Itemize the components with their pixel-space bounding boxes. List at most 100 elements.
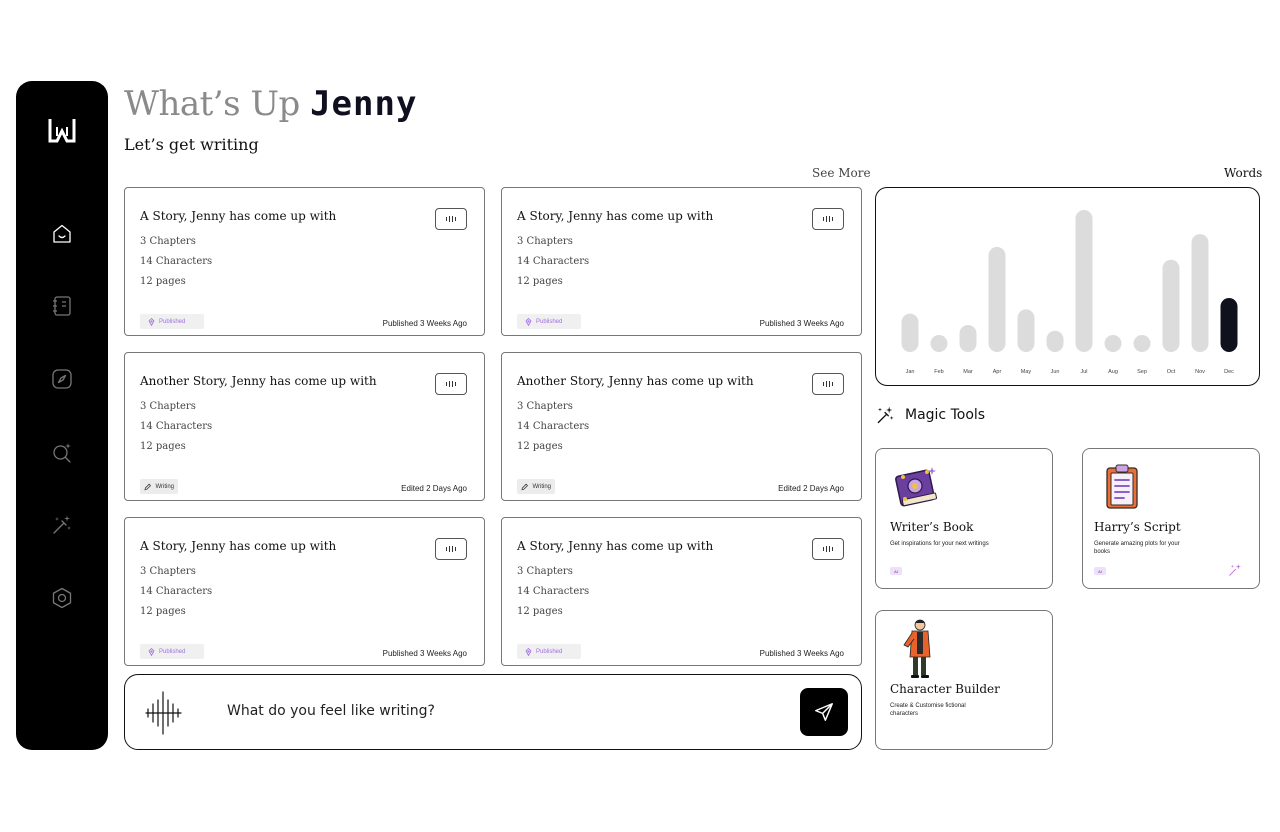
story-card[interactable]: A Story, Jenny has come up with 3 Chapter… <box>501 517 862 666</box>
story-chapters: 3 Chapters <box>140 566 196 577</box>
story-characters: 14 Characters <box>140 421 213 432</box>
chart-bar-jun[interactable] <box>1046 330 1064 352</box>
pen-nib-icon <box>148 647 155 656</box>
story-pages: 12 pages <box>517 441 563 452</box>
words-chart-label: Words <box>1224 166 1263 180</box>
status-badge: Published <box>140 314 204 329</box>
writing-prompt-bar <box>124 674 862 750</box>
tool-card-harrys-script[interactable]: Harry’s Script Generate amazing plots fo… <box>1082 448 1260 589</box>
story-title: A Story, Jenny has come up with <box>140 539 337 553</box>
tool-description: Create & Customise fictional characters <box>890 703 966 717</box>
home-icon <box>53 224 71 243</box>
status-badge-label: Published <box>159 318 186 325</box>
app-logo-icon[interactable] <box>48 117 76 143</box>
chart-bar-aug[interactable] <box>1104 335 1122 352</box>
status-badge: Writing <box>140 479 178 494</box>
story-pages: 12 pages <box>517 606 563 617</box>
chart-bar-dec[interactable] <box>1220 298 1238 352</box>
story-chapters: 3 Chapters <box>517 401 573 412</box>
more-options-button[interactable] <box>435 208 467 230</box>
sidebar <box>16 81 108 750</box>
story-card[interactable]: A Story, Jenny has come up with 3 Chapter… <box>124 517 485 666</box>
chart-bar-mar[interactable] <box>959 325 977 352</box>
character-figure-icon <box>903 619 931 678</box>
magic-wand-icon <box>53 515 71 534</box>
chart-tick-label: Oct <box>1167 369 1176 375</box>
pencil-icon <box>521 483 529 490</box>
more-options-button[interactable] <box>435 373 467 395</box>
ai-tag: AI <box>890 567 902 575</box>
chart-tick-label: Feb <box>934 369 943 375</box>
story-title: A Story, Jenny has come up with <box>517 539 714 553</box>
story-characters: 14 Characters <box>517 256 590 267</box>
tool-card-writers-book[interactable]: Writer’s Book Get inspirations for your … <box>875 448 1053 589</box>
send-button[interactable] <box>800 688 848 736</box>
chart-tick-label: Apr <box>993 369 1002 375</box>
chart-bar-apr[interactable] <box>988 246 1006 352</box>
pen-nib-icon <box>148 317 155 326</box>
more-options-button[interactable] <box>435 538 467 560</box>
story-status-text: Published 3 Weeks Ago <box>759 649 844 658</box>
story-title: Another Story, Jenny has come up with <box>517 374 754 388</box>
chart-bar-sep[interactable] <box>1133 335 1151 352</box>
story-pages: 12 pages <box>140 606 186 617</box>
magic-tools-title: Magic Tools <box>905 407 986 423</box>
ai-tag: AI <box>1094 567 1106 575</box>
more-options-button[interactable] <box>812 373 844 395</box>
words-chart-svg: Jan Feb Mar Apr May Jun Jul Aug Sep Oct Nov Dec <box>901 210 1238 375</box>
more-options-button[interactable] <box>812 538 844 560</box>
page-subtitle: Let’s get writing <box>124 135 259 154</box>
clipboard-script-icon <box>1106 464 1138 509</box>
pen-nib-icon <box>525 317 532 326</box>
story-card[interactable]: A Story, Jenny has come up with 3 Chapter… <box>501 187 862 336</box>
more-options-button[interactable] <box>812 208 844 230</box>
chart-bar-feb[interactable] <box>930 335 948 352</box>
nav-explore-button[interactable] <box>50 367 74 391</box>
see-more-link[interactable]: See More <box>812 166 871 180</box>
notebook-icon <box>53 296 71 316</box>
story-characters: 14 Characters <box>140 586 213 597</box>
prompt-input[interactable] <box>227 703 787 719</box>
story-status-text: Published 3 Weeks Ago <box>382 649 467 658</box>
chart-tick-label: Dec <box>1224 369 1234 375</box>
nav-notebook-button[interactable] <box>50 294 74 318</box>
story-title: A Story, Jenny has come up with <box>517 209 714 223</box>
chart-bar-jan[interactable] <box>901 313 919 352</box>
nav-settings-button[interactable] <box>50 586 74 610</box>
chart-tick-label: Sep <box>1137 369 1147 375</box>
words-chart: Jan Feb Mar Apr May Jun Jul Aug Sep Oct Nov Dec <box>875 187 1260 386</box>
tool-card-character-builder[interactable]: Character Builder Create & Customise fic… <box>875 610 1053 750</box>
story-card[interactable]: Another Story, Jenny has come up with 3 C… <box>501 352 862 501</box>
chart-tick-label: Nov <box>1195 369 1205 375</box>
chart-bar-may[interactable] <box>1017 309 1035 352</box>
chart-tick-label: Jun <box>1051 369 1060 375</box>
status-badge: Published <box>140 644 204 659</box>
greeting-prefix: What’s Up <box>124 84 300 124</box>
nav-magic-button[interactable] <box>50 513 74 537</box>
user-name: Jenny <box>310 84 418 124</box>
status-badge-label: Published <box>536 318 563 325</box>
nav-search-button[interactable] <box>50 440 74 464</box>
status-badge-label: Writing <box>532 483 551 490</box>
chart-tick-label: Jul <box>1080 369 1087 375</box>
status-badge: Writing <box>517 479 555 494</box>
chart-bar-oct[interactable] <box>1162 259 1180 352</box>
settings-hex-icon <box>52 587 72 609</box>
nav-home-button[interactable] <box>50 222 74 246</box>
story-characters: 14 Characters <box>517 586 590 597</box>
magic-book-icon <box>895 467 938 507</box>
sparkle-icon <box>1229 564 1241 576</box>
chart-bar-nov[interactable] <box>1191 234 1209 352</box>
story-status-text: Edited 2 Days Ago <box>401 484 467 493</box>
chart-tick-label: Jan <box>906 369 915 375</box>
story-title: A Story, Jenny has come up with <box>140 209 337 223</box>
chart-bar-jul[interactable] <box>1075 210 1093 352</box>
chart-tick-label: Aug <box>1108 369 1118 375</box>
voice-wave-icon[interactable] <box>145 690 183 736</box>
status-badge-label: Published <box>536 648 563 655</box>
story-card[interactable]: Another Story, Jenny has come up with 3 C… <box>124 352 485 501</box>
story-card[interactable]: A Story, Jenny has come up with 3 Chapter… <box>124 187 485 336</box>
story-characters: 14 Characters <box>140 256 213 267</box>
story-chapters: 3 Chapters <box>140 401 196 412</box>
story-status-text: Published 3 Weeks Ago <box>382 319 467 328</box>
